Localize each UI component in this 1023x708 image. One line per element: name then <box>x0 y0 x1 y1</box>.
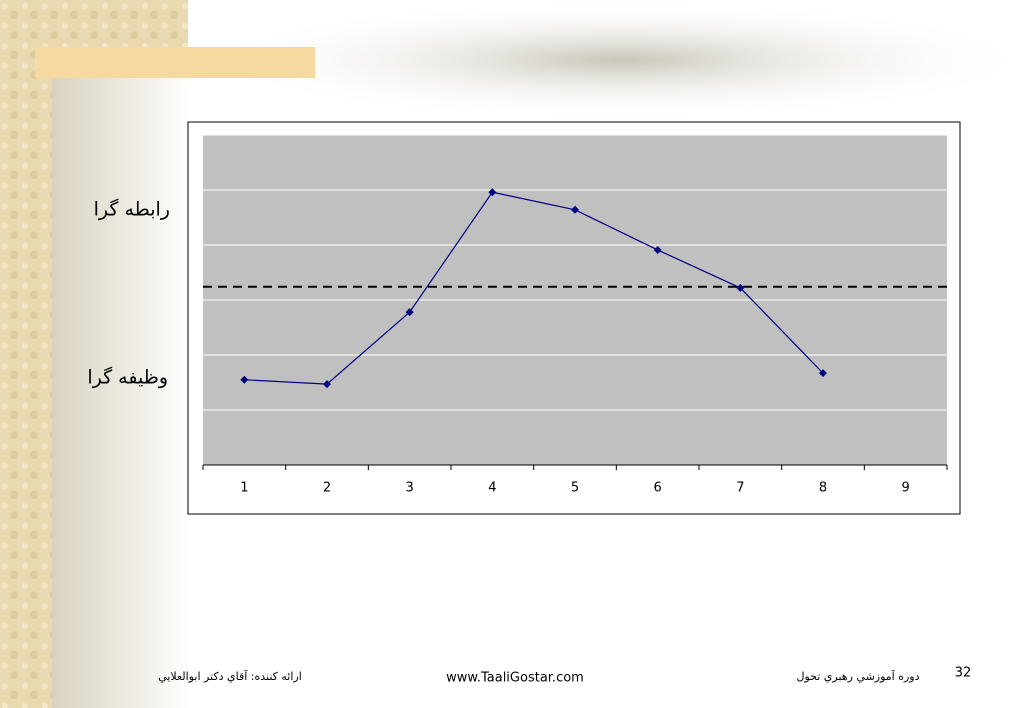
data-point <box>240 375 249 384</box>
x-tick-label: 2 <box>323 481 331 496</box>
data-point <box>571 205 579 214</box>
shade <box>52 0 192 708</box>
x-tick-label: 6 <box>654 481 662 496</box>
x-tick-label: 4 <box>488 481 496 496</box>
data-point <box>653 245 662 254</box>
footer-presenter: ارائه كننده: آقاي دكتر ابوالعلايي <box>158 669 302 683</box>
annotation: رابطه گرا <box>94 198 170 221</box>
x-tick-label: 8 <box>819 481 827 496</box>
shadow <box>200 0 1023 120</box>
footer-website: www.TaaliGostar.com <box>446 671 584 686</box>
texture-strip <box>0 0 52 708</box>
data-point <box>736 283 745 292</box>
x-tick-label: 5 <box>571 481 579 496</box>
data-point <box>488 188 497 197</box>
series-line <box>244 191 824 385</box>
x-tick-label: 7 <box>736 481 744 496</box>
annotation: وظیفه گرا <box>87 366 168 389</box>
data-point <box>323 380 331 389</box>
x-tick-label: 1 <box>240 481 248 496</box>
accent-bar <box>35 47 315 78</box>
data-point <box>819 369 827 378</box>
data-point <box>405 308 414 317</box>
x-tick-label: 3 <box>406 481 414 496</box>
x-tick-label: 9 <box>902 481 910 496</box>
page-number: 32 <box>955 666 972 681</box>
footer-course: دوره آموزشي رهبري تحول <box>796 669 919 683</box>
